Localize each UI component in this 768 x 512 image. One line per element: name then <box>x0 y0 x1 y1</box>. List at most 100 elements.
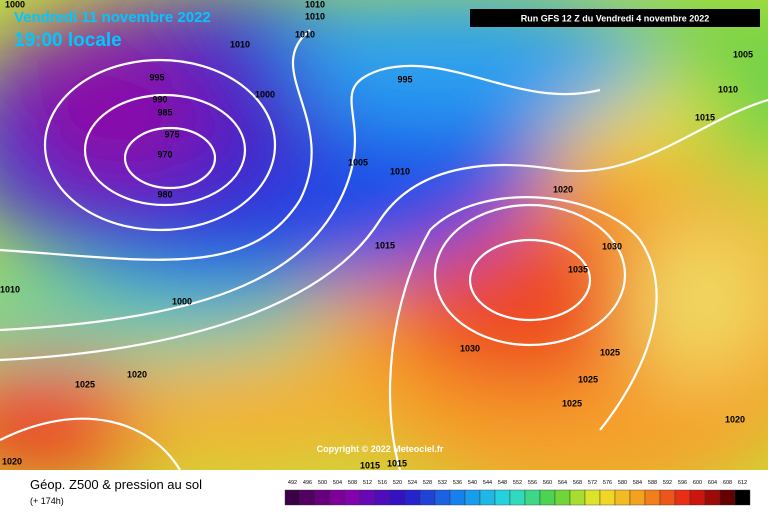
scale-label: 584 <box>633 480 642 486</box>
scale-label: 600 <box>693 480 702 486</box>
scale-label: 520 <box>393 480 402 486</box>
scale-label: 592 <box>663 480 672 486</box>
scale-swatch <box>299 489 316 506</box>
scale-label: 604 <box>708 480 717 486</box>
scale-label: 508 <box>348 480 357 486</box>
scale-swatch <box>689 489 706 506</box>
scale-swatch <box>359 489 376 506</box>
run-info: Run GFS 12 Z du Vendredi 4 novembre 2022 <box>521 13 710 23</box>
scale-label: 516 <box>378 480 387 486</box>
scale-swatch <box>404 489 421 506</box>
isobar-label: 1025 <box>562 398 582 408</box>
isobar-label: 1000 <box>5 0 25 9</box>
scale-label: 580 <box>618 480 627 486</box>
scale-label: 548 <box>498 480 507 486</box>
isobar-label: 1010 <box>718 84 738 94</box>
scale-label: 492 <box>288 480 297 486</box>
isobar-label: 1000 <box>255 89 275 99</box>
copyright: Copyright © 2022 Meteociel.fr <box>317 444 444 454</box>
isobar-label: 1020 <box>725 414 745 424</box>
scale-swatch <box>734 489 751 506</box>
isobar-label: 1020 <box>2 456 22 466</box>
scale-label: 588 <box>648 480 657 486</box>
scale-label: 544 <box>483 480 492 486</box>
scale-swatch <box>719 489 736 506</box>
scale-label: 568 <box>573 480 582 486</box>
isobar-label: 1010 <box>305 0 325 9</box>
isobar-label: 1025 <box>75 379 95 389</box>
isobar-label: 1005 <box>348 157 368 167</box>
scale-swatch <box>314 489 331 506</box>
isobar-label: 970 <box>157 149 172 159</box>
scale-label: 500 <box>318 480 327 486</box>
scale-swatch <box>494 489 511 506</box>
scale-label: 524 <box>408 480 417 486</box>
run-banner <box>470 9 760 27</box>
isobar-label: 1025 <box>578 374 598 384</box>
scale-label: 512 <box>363 480 372 486</box>
scale-swatch <box>524 489 541 506</box>
isobar-label: 1020 <box>127 369 147 379</box>
scale-label: 540 <box>468 480 477 486</box>
isobar-label: 1015 <box>387 458 407 468</box>
isobar-label: 980 <box>157 189 172 199</box>
scale-swatch <box>284 489 301 506</box>
isobar-label: 1015 <box>375 240 395 250</box>
scale-swatch <box>509 489 526 506</box>
scale-swatch <box>374 489 391 506</box>
date: Vendredi 11 novembre 2022 <box>14 9 211 26</box>
scale-swatch <box>614 489 631 506</box>
scale-label: 612 <box>738 480 747 486</box>
scale-swatch <box>434 489 451 506</box>
scale-label: 560 <box>543 480 552 486</box>
scale-label: 596 <box>678 480 687 486</box>
isobar-label: 1030 <box>460 343 480 353</box>
isobar-label: 1000 <box>172 296 192 306</box>
scale-label: 576 <box>603 480 612 486</box>
scale-swatch <box>584 489 601 506</box>
isobar-label: 1010 <box>230 39 250 49</box>
scale-swatch <box>629 489 646 506</box>
scale-label: 564 <box>558 480 567 486</box>
scale-label: 496 <box>303 480 312 486</box>
scale-swatch <box>554 489 571 506</box>
isobar-label: 1010 <box>295 29 315 39</box>
scale-swatch <box>644 489 661 506</box>
footer-lead: (+ 174h) <box>30 496 64 506</box>
isobar-label: 1030 <box>602 241 622 251</box>
isobar-label: 1010 <box>0 284 20 294</box>
isobar-label: 1020 <box>553 184 573 194</box>
isobar-label: 1010 <box>305 11 325 21</box>
scale-swatch <box>329 489 346 506</box>
scale-label: 572 <box>588 480 597 486</box>
scale-label: 556 <box>528 480 537 486</box>
isobar-label: 1035 <box>568 264 588 274</box>
isobar-label: 1015 <box>695 112 715 122</box>
scale-label: 504 <box>333 480 342 486</box>
scale-label: 532 <box>438 480 447 486</box>
scale-swatch <box>344 489 361 506</box>
scale-swatch <box>419 489 436 506</box>
scale-swatch <box>464 489 481 506</box>
isobar-label: 1025 <box>600 347 620 357</box>
scale-label: 608 <box>723 480 732 486</box>
scale-label: 552 <box>513 480 522 486</box>
isobars <box>0 29 768 470</box>
scale-swatch <box>389 489 406 506</box>
scale-swatch <box>539 489 556 506</box>
scale-swatch <box>599 489 616 506</box>
isobar-label: 985 <box>157 107 172 117</box>
scale-label: 528 <box>423 480 432 486</box>
isobar-label: 995 <box>397 74 412 84</box>
scale-swatch <box>674 489 691 506</box>
time: 19:00 locale <box>14 30 122 51</box>
isobar-label: 990 <box>152 94 167 104</box>
isobar-label: 1010 <box>390 166 410 176</box>
scale-swatch <box>704 489 721 506</box>
scale-swatch <box>659 489 676 506</box>
scale-swatch <box>569 489 586 506</box>
scale-swatch <box>449 489 466 506</box>
